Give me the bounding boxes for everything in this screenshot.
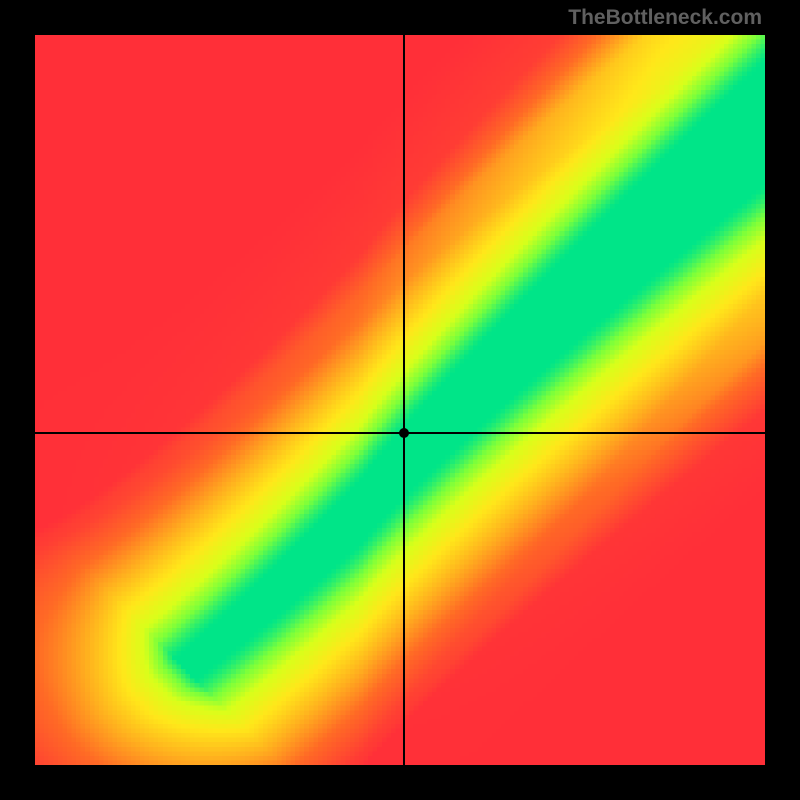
crosshair-vertical bbox=[403, 35, 405, 765]
watermark-label: TheBottleneck.com bbox=[568, 6, 762, 30]
heatmap-canvas bbox=[35, 35, 765, 765]
crosshair-marker bbox=[399, 428, 409, 438]
